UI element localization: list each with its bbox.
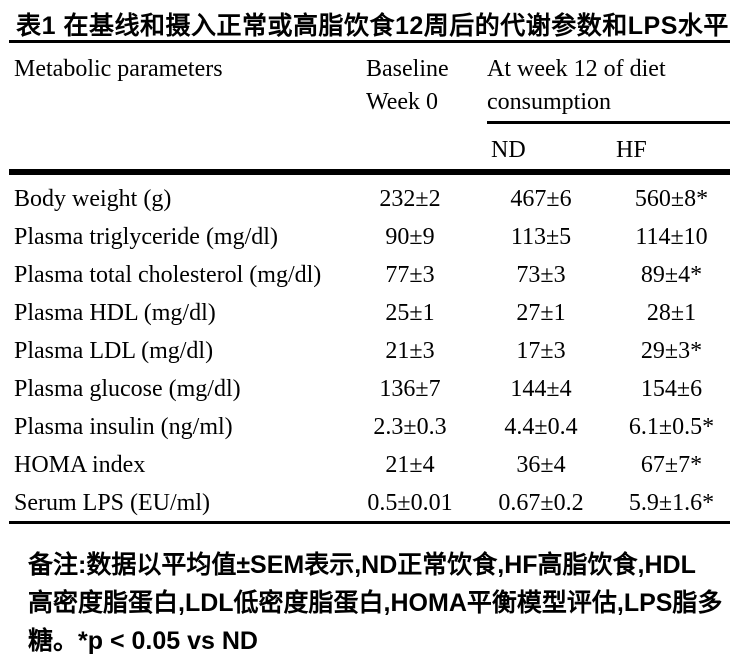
row-hf-value: 5.9±1.6* bbox=[628, 489, 715, 516]
row-nd-value: 144±4 bbox=[510, 375, 572, 402]
table-body: Body weight (g) 232±2 467±6 560±8* Plasm… bbox=[0, 175, 745, 522]
column-header-week12-line2: consumption bbox=[487, 89, 611, 115]
column-header-baseline-line2: Week 0 bbox=[366, 89, 439, 115]
table-row: Plasma glucose (mg/dl) 136±7 144±4 154±6 bbox=[14, 370, 745, 408]
row-baseline-value: 77±3 bbox=[385, 261, 435, 288]
row-parameter: Plasma glucose (mg/dl) bbox=[14, 375, 241, 402]
row-nd-value: 17±3 bbox=[516, 337, 566, 364]
table-header: Metabolic parameters Baseline Week 0 At … bbox=[0, 43, 745, 169]
row-parameter: Plasma insulin (ng/ml) bbox=[14, 413, 233, 440]
row-parameter: HOMA index bbox=[14, 451, 146, 478]
week12-group-rule bbox=[487, 121, 730, 124]
header-divider-thick bbox=[9, 169, 730, 175]
row-hf-value: 67±7* bbox=[640, 451, 703, 478]
column-subheader-nd: ND bbox=[491, 137, 526, 163]
row-baseline-value: 232±2 bbox=[379, 185, 441, 212]
table-footnote: 备注:数据以平均值±SEM表示,ND正常饮食,HF高脂饮食,HDL 高密度脂蛋白… bbox=[28, 546, 734, 660]
column-header-parameters: Metabolic parameters bbox=[14, 56, 223, 82]
row-nd-value: 467±6 bbox=[510, 185, 572, 212]
row-nd-value: 27±1 bbox=[516, 299, 566, 326]
table-title: 表1 在基线和摄入正常或高脂饮食12周后的代谢参数和LPS水平 bbox=[16, 12, 729, 40]
table-row: Plasma triglyceride (mg/dl) 90±9 113±5 1… bbox=[14, 218, 745, 256]
row-parameter: Serum LPS (EU/ml) bbox=[14, 489, 210, 516]
footnote-line: 糖。*p < 0.05 vs ND bbox=[28, 627, 258, 655]
row-baseline-value: 136±7 bbox=[379, 375, 441, 402]
table-row: Plasma total cholesterol (mg/dl) 77±3 73… bbox=[14, 256, 745, 294]
footnote-line: 高密度脂蛋白,LDL低密度脂蛋白,HOMA平衡模型评估,LPS脂多 bbox=[28, 589, 723, 617]
column-header-week12-line1: At week 12 of diet bbox=[487, 56, 666, 82]
row-baseline-value: 90±9 bbox=[385, 223, 435, 250]
row-hf-value: 560±8* bbox=[634, 185, 709, 212]
row-parameter: Plasma LDL (mg/dl) bbox=[14, 337, 214, 364]
footnote-line: 备注:数据以平均值±SEM表示,ND正常饮食,HF高脂饮食,HDL bbox=[28, 551, 696, 579]
row-parameter: Plasma triglyceride (mg/dl) bbox=[14, 223, 278, 250]
row-hf-value: 114±10 bbox=[635, 223, 708, 250]
row-nd-value: 36±4 bbox=[516, 451, 566, 478]
row-baseline-value: 25±1 bbox=[385, 299, 435, 326]
row-hf-value: 28±1 bbox=[646, 299, 697, 326]
row-parameter: Plasma total cholesterol (mg/dl) bbox=[14, 261, 322, 288]
column-subheader-hf: HF bbox=[616, 137, 647, 163]
row-parameter: Body weight (g) bbox=[14, 185, 172, 212]
table-row: Body weight (g) 232±2 467±6 560±8* bbox=[14, 180, 745, 218]
row-baseline-value: 21±4 bbox=[385, 451, 435, 478]
row-hf-value: 89±4* bbox=[640, 261, 703, 288]
column-header-baseline: Baseline Week 0 bbox=[366, 53, 449, 119]
row-nd-value: 4.4±0.4 bbox=[504, 413, 578, 440]
table-bottom-rule bbox=[9, 521, 730, 524]
table-row: Serum LPS (EU/ml) 0.5±0.01 0.67±0.2 5.9±… bbox=[14, 484, 745, 522]
table-row: HOMA index 21±4 36±4 67±7* bbox=[14, 446, 745, 484]
table-row: Plasma insulin (ng/ml) 2.3±0.3 4.4±0.4 6… bbox=[14, 408, 745, 446]
row-baseline-value: 2.3±0.3 bbox=[373, 413, 447, 440]
row-hf-value: 6.1±0.5* bbox=[628, 413, 715, 440]
column-header-week12-group: At week 12 of diet consumption bbox=[487, 53, 666, 119]
row-baseline-value: 21±3 bbox=[385, 337, 435, 364]
row-hf-value: 29±3* bbox=[640, 337, 703, 364]
table-row: Plasma LDL (mg/dl) 21±3 17±3 29±3* bbox=[14, 332, 745, 370]
row-baseline-value: 0.5±0.01 bbox=[367, 489, 453, 516]
row-parameter: Plasma HDL (mg/dl) bbox=[14, 299, 216, 326]
table-row: Plasma HDL (mg/dl) 25±1 27±1 28±1 bbox=[14, 294, 745, 332]
row-nd-value: 73±3 bbox=[516, 261, 566, 288]
row-nd-value: 113±5 bbox=[510, 223, 572, 250]
row-nd-value: 0.67±0.2 bbox=[498, 489, 584, 516]
title-rule bbox=[9, 40, 730, 43]
column-header-baseline-line1: Baseline bbox=[366, 56, 449, 82]
row-hf-value: 154±6 bbox=[640, 375, 703, 402]
